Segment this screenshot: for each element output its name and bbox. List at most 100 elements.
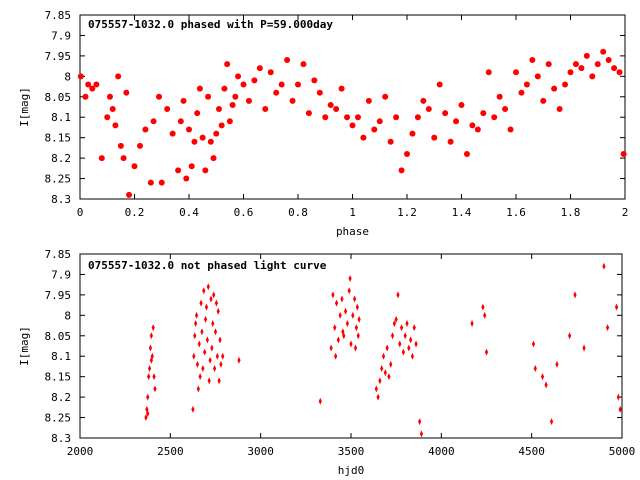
unphased-data-point (149, 356, 153, 364)
phased-data-point (93, 81, 100, 88)
phased-data-point (420, 97, 427, 104)
phased-data-point (207, 138, 214, 145)
phased-data-point (567, 69, 574, 76)
unphased-x-tick-label: 3500 (338, 445, 365, 458)
phased-data-point (333, 106, 340, 113)
phased-y-tick-label: 8.25 (45, 173, 72, 186)
unphased-x-axis-label: hjd0 (338, 464, 365, 477)
phased-data-point (235, 73, 242, 80)
phased-y-tick-label: 7.95 (45, 50, 72, 63)
unphased-y-tick-label: 8.1 (51, 350, 71, 363)
unphased-data-point (219, 360, 223, 368)
unphased-data-point (568, 332, 572, 340)
phased-data-point (300, 61, 307, 68)
unphased-data-point (198, 373, 202, 381)
unphased-data-point (533, 364, 537, 372)
phased-data-point (213, 130, 220, 137)
phased-data-point (194, 110, 201, 117)
phased-y-tick-label: 8 (64, 70, 71, 83)
unphased-data-point (221, 352, 225, 360)
unphased-data-point (582, 344, 586, 352)
unphased-data-point (403, 332, 407, 340)
phased-data-point (215, 106, 222, 113)
unphased-y-tick-label: 8.3 (51, 432, 71, 445)
phased-data-point (196, 85, 203, 92)
phased-data-point (245, 97, 252, 104)
unphased-data-point (374, 385, 378, 393)
phased-data-point (106, 93, 113, 100)
phased-data-point (447, 138, 454, 145)
unphased-data-point (191, 405, 195, 413)
phased-data-point (371, 126, 378, 133)
phased-data-point (344, 114, 351, 121)
unphased-data-point (483, 311, 487, 319)
unphased-data-point (343, 307, 348, 315)
unphased-data-point (573, 291, 577, 299)
unphased-data-point (209, 295, 213, 303)
phased-y-axis-label: I[mag] (18, 87, 31, 127)
unphased-data-point (336, 336, 340, 344)
phased-data-point (545, 61, 552, 68)
phased-data-point (295, 81, 301, 88)
phased-x-tick-label: 0.4 (179, 206, 199, 219)
phased-data-point (77, 73, 84, 80)
phased-data-point (232, 93, 239, 100)
unphased-data-point (355, 303, 359, 311)
unphased-data-point (342, 332, 346, 340)
phased-x-tick-label: 1 (349, 206, 356, 219)
unphased-x-tick-label: 2000 (67, 445, 94, 458)
phased-data-point (177, 118, 184, 125)
unphased-data-point (349, 340, 353, 348)
phased-x-tick-label: 0.8 (288, 206, 308, 219)
phased-data-point (221, 85, 228, 92)
unphased-data-point (333, 324, 337, 332)
unphased-data-point (531, 340, 536, 348)
phased-data-point (485, 69, 492, 76)
unphased-y-axis-label: I[mag] (18, 326, 31, 366)
phased-data-point (431, 134, 438, 141)
unphased-data-point (414, 340, 418, 348)
phased-data-point (104, 114, 111, 121)
phased-x-tick-label: 0 (77, 206, 84, 219)
unphased-data-point (354, 324, 359, 332)
unphased-data-point (356, 332, 360, 340)
phased-data-point (199, 134, 206, 141)
unphased-data-point (614, 303, 619, 311)
phased-data-point (226, 118, 233, 125)
phased-y-tick-label: 7.9 (51, 29, 71, 42)
unphased-data-point (348, 275, 352, 283)
phased-chart-title: 075557-1032.0 phased with P=59.000day (88, 18, 333, 31)
unphased-data-point (329, 344, 333, 352)
unphased-data-point (144, 414, 148, 422)
unphased-data-point (153, 385, 157, 393)
unphased-data-point (334, 352, 338, 360)
phased-data-point (316, 89, 323, 96)
phased-axis-ticks: 0 0.2 0.4 0.6 0.8 1 1.2 1.4 1.6 1.8 2 7.85 7.9 7.95 8 8… (45, 9, 629, 219)
phased-data-point (305, 110, 312, 117)
phased-data-point (376, 118, 383, 125)
unphased-data-point (555, 360, 559, 368)
unphased-data-point (194, 311, 199, 319)
phased-data-point (469, 122, 476, 129)
unphased-data-point (146, 393, 150, 401)
phased-data-point (387, 138, 394, 145)
phased-x-tick-label: 0.2 (125, 206, 145, 219)
unphased-data-point (380, 364, 384, 372)
unphased-data-point (378, 377, 382, 385)
unphased-data-point (211, 320, 215, 328)
unphased-data-point (347, 287, 351, 295)
phased-plot-frame (79, 14, 626, 200)
phased-y-tick-label: 8.3 (51, 193, 71, 206)
unphased-chart-title: 075557-1032.0 not phased light curve (88, 259, 327, 272)
phased-data-point (458, 101, 465, 108)
unphased-data-point (147, 373, 151, 381)
unphased-data-point (334, 299, 339, 307)
phased-data-point (123, 89, 130, 96)
unphased-data-point (399, 324, 404, 332)
phased-data-point (365, 97, 372, 104)
unphased-data-point (193, 332, 197, 340)
phased-data-point (251, 77, 258, 84)
unphased-data-point (381, 352, 386, 360)
unphased-y-tick-label: 8.15 (45, 371, 72, 384)
